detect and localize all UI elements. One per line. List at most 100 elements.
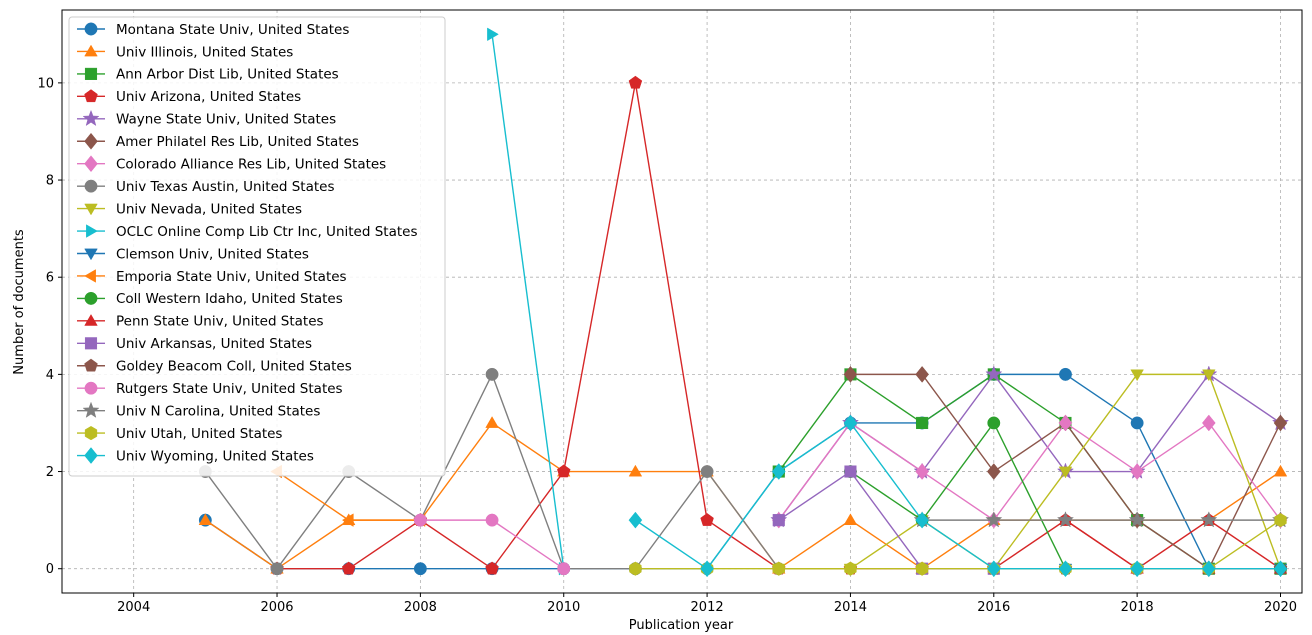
data-point xyxy=(485,416,499,428)
legend-item: Ann Arbor Dist Lib, United States xyxy=(77,67,339,83)
data-point xyxy=(1202,369,1216,382)
data-point xyxy=(341,513,354,527)
data-point xyxy=(843,414,858,432)
data-point xyxy=(1130,463,1144,480)
x-tick-label: 2018 xyxy=(1121,600,1154,615)
data-point xyxy=(986,560,1001,578)
legend-label: Colorado Alliance Res Lib, United States xyxy=(116,157,386,173)
data-point xyxy=(1200,511,1218,528)
legend-label: Penn State Univ, United States xyxy=(116,314,324,330)
data-point xyxy=(413,562,427,576)
y-tick-label: 0 xyxy=(46,562,54,577)
x-tick-label: 2014 xyxy=(834,600,867,615)
data-point xyxy=(1130,560,1144,578)
data-point xyxy=(844,465,857,478)
legend-label: Coll Western Idaho, United States xyxy=(116,291,343,307)
data-point xyxy=(341,561,356,575)
x-tick-label: 2012 xyxy=(691,600,724,615)
legend-marker xyxy=(84,155,98,173)
legend-label: Univ Wyoming, United States xyxy=(116,448,314,464)
legend-item: Univ Arizona, United States xyxy=(77,89,301,105)
y-axis-title: Number of documents xyxy=(12,229,27,375)
series-9 xyxy=(487,27,571,576)
data-point xyxy=(629,561,642,576)
legend-item: Rutgers State Univ, United States xyxy=(77,381,343,397)
series-line xyxy=(635,422,1281,570)
legend-label: OCLC Online Comp Lib Ctr Inc, United Sta… xyxy=(116,224,417,240)
legend-item: Univ Texas Austin, United States xyxy=(77,179,335,195)
data-point xyxy=(487,27,499,42)
data-point xyxy=(844,561,857,576)
legend-item: Univ Utah, United States xyxy=(77,426,282,442)
data-point xyxy=(985,365,1003,382)
legend-label: Rutgers State Univ, United States xyxy=(116,381,343,397)
series-line xyxy=(420,519,565,570)
legend-marker xyxy=(86,224,98,238)
x-tick-label: 2016 xyxy=(977,600,1010,615)
data-point xyxy=(1128,511,1146,528)
legend-label: Goldey Beacom Coll, United States xyxy=(116,359,352,375)
data-point xyxy=(485,367,499,381)
legend-label: Wayne State Univ, United States xyxy=(116,112,336,128)
legend-item: Univ N Carolina, United States xyxy=(77,401,320,419)
data-point xyxy=(1273,464,1288,477)
y-tick-label: 4 xyxy=(46,368,54,383)
data-point xyxy=(485,561,499,575)
data-point xyxy=(1273,560,1288,578)
legend-marker xyxy=(84,337,98,350)
legend-marker xyxy=(84,447,98,464)
legend-item: Goldey Beacom Coll, United States xyxy=(77,359,352,375)
legend-marker xyxy=(84,426,98,441)
data-point xyxy=(198,513,213,526)
legend-marker xyxy=(82,401,100,418)
legend-marker xyxy=(84,132,98,150)
series-17 xyxy=(913,511,1290,528)
y-tick-label: 10 xyxy=(37,76,54,91)
legend-item: Univ Nevada, United States xyxy=(77,201,302,217)
data-point xyxy=(556,464,571,478)
data-point xyxy=(771,463,786,480)
legend-label: Univ N Carolina, United States xyxy=(116,403,320,419)
legend-marker xyxy=(84,291,98,305)
legend-marker xyxy=(84,89,98,103)
data-point xyxy=(413,513,427,527)
data-point xyxy=(1058,414,1073,432)
data-point xyxy=(700,465,714,478)
legend-marker xyxy=(84,314,98,326)
data-point xyxy=(1056,511,1075,528)
data-point xyxy=(485,513,499,527)
data-point xyxy=(987,416,1001,430)
legend: Montana State Univ, United States Univ Il… xyxy=(68,16,446,477)
legend-marker xyxy=(84,203,98,216)
y-tick-label: 6 xyxy=(46,271,54,286)
data-point xyxy=(628,511,643,529)
legend-item: Clemson Univ, United States xyxy=(77,246,309,262)
data-point xyxy=(1273,414,1288,432)
legend-marker xyxy=(84,381,98,395)
data-point xyxy=(1058,560,1073,578)
x-tick-label: 2010 xyxy=(547,600,580,615)
legend-item: Colorado Alliance Res Lib, United States xyxy=(77,155,386,173)
data-point xyxy=(915,511,929,529)
legend-label: Clemson Univ, United States xyxy=(116,246,309,262)
data-point xyxy=(772,514,785,527)
legend-label: Univ Nevada, United States xyxy=(116,201,302,217)
data-point xyxy=(1058,466,1073,479)
series-layer xyxy=(198,27,1290,578)
legend-item: Univ Wyoming, United States xyxy=(77,447,314,464)
series-line xyxy=(276,470,421,521)
legend-box xyxy=(68,16,446,477)
data-point xyxy=(557,562,571,576)
data-point xyxy=(628,75,643,89)
data-point xyxy=(628,464,643,477)
y-tick-label: 8 xyxy=(46,174,54,189)
data-point xyxy=(700,513,714,526)
series-16 xyxy=(413,513,571,576)
legend-marker xyxy=(84,67,98,80)
legend-item: Coll Western Idaho, United States xyxy=(77,291,343,307)
series-line xyxy=(491,34,565,569)
y-tick-label: 2 xyxy=(46,465,54,480)
data-point xyxy=(270,562,284,576)
series-19 xyxy=(628,414,1288,578)
legend-label: Amer Philatel Res Lib, United States xyxy=(116,134,359,150)
